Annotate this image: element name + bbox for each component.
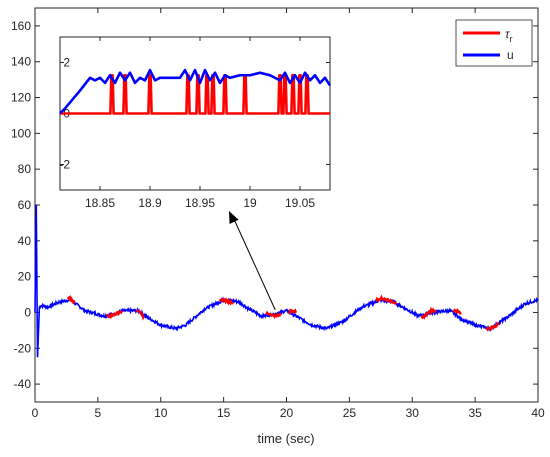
main-x-tick-label: 35 <box>468 406 482 420</box>
main-x-tick-label: 25 <box>343 406 357 420</box>
inset-x-tick-label: 18.9 <box>138 196 162 210</box>
inset-x-tick-label: 18.95 <box>185 196 215 210</box>
main-y-tick-label: 80 <box>18 162 32 176</box>
x-axis-label: time (sec) <box>257 431 314 446</box>
main-series-tau-segment <box>265 310 275 317</box>
inset-x-tick-label: 18.85 <box>85 196 115 210</box>
main-series-tau-segment <box>272 312 282 320</box>
legend-box <box>455 19 533 67</box>
main-y-tick-label: -20 <box>14 341 32 355</box>
main-x-ticks: 0 5 10 15 20 25 30 35 40 <box>32 8 545 420</box>
inset-x-tick-label: 19 <box>243 196 257 210</box>
inset-y-tick-label: -2 <box>59 158 70 172</box>
main-series-tau-segment <box>427 306 437 316</box>
main-series-tau-segment <box>389 298 398 305</box>
main-series-tau-segment <box>490 321 500 330</box>
main-y-tick-label: 20 <box>18 270 32 284</box>
main-x-tick-label: 10 <box>154 406 168 420</box>
main-y-tick-label: 0 <box>24 305 31 319</box>
inset-series <box>59 68 332 115</box>
inset-axes: 18.85 18.9 18.95 19 19.05 -202 <box>59 36 332 210</box>
main-y-tick-label: 120 <box>11 91 31 105</box>
zoom-arrow <box>229 211 276 310</box>
main-series-tau-segment <box>105 311 115 319</box>
main-series-tau-segment <box>66 294 76 305</box>
main-x-tick-label: 30 <box>406 406 420 420</box>
main-series-tau-segment <box>375 294 384 302</box>
main-x-tick-label: 20 <box>280 406 294 420</box>
inset-series-u-line <box>59 68 332 115</box>
main-series-tau-segment <box>420 311 429 320</box>
inset-x-ticks: 18.85 18.9 18.95 19 19.05 <box>85 37 315 210</box>
main-y-tick-label: 60 <box>18 198 32 212</box>
main-series-tau-segment <box>113 309 123 317</box>
legend-label-tau: τr <box>505 27 513 44</box>
main-series-tau-segment <box>452 308 462 315</box>
main-x-tick-label: 5 <box>95 406 102 420</box>
main-x-tick-label: 15 <box>217 406 231 420</box>
legend-label-u: u <box>507 48 514 62</box>
main-y-tick-label: 40 <box>18 234 32 248</box>
legend-label-tau-sub: r <box>510 34 513 44</box>
main-series-tau-segment <box>381 297 390 303</box>
main-series-tau-segment <box>218 297 228 305</box>
main-series-tau-segment <box>225 298 234 306</box>
legend: τr u <box>455 19 533 67</box>
main-y-tick-label: 100 <box>11 126 31 140</box>
main-series <box>34 204 539 358</box>
main-y-tick-label: 160 <box>11 19 31 33</box>
main-y-tick-label: 140 <box>11 55 31 69</box>
inset-y-tick-label: 2 <box>63 56 70 70</box>
main-x-tick-label: 40 <box>531 406 545 420</box>
main-series-tau-segment <box>135 309 145 321</box>
legend-label-tau-main: τ <box>505 27 511 41</box>
main-y-ticks: -40 -20 0 20 40 60 80 100 120 140 160 <box>11 19 538 391</box>
main-x-tick-label: 0 <box>32 406 39 420</box>
inset-series-tau-line <box>60 73 330 115</box>
arrow-head <box>229 211 239 224</box>
inset-x-tick-label: 19.05 <box>285 196 315 210</box>
main-series-tau-segment <box>288 307 298 315</box>
main-y-tick-label: -40 <box>14 377 32 391</box>
arrow-shaft <box>232 216 276 310</box>
